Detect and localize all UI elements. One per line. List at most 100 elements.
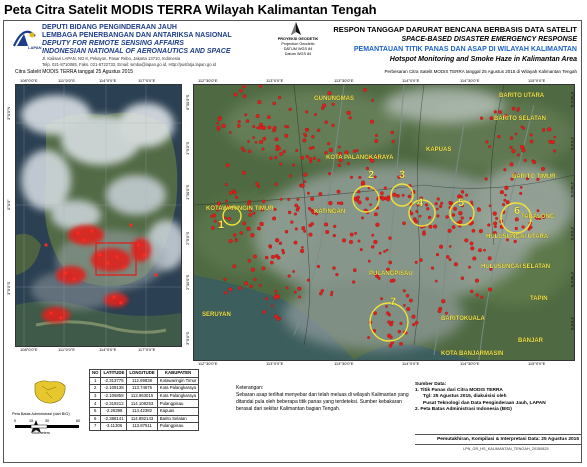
hotspot-marker — [324, 151, 328, 155]
table-cell: 112.69838 — [126, 376, 158, 386]
hotspot-marker — [302, 138, 307, 143]
hotspot-marker — [301, 246, 304, 249]
hotspot-marker — [517, 107, 520, 111]
hotspot-marker — [247, 140, 250, 143]
hotspot-marker — [217, 117, 222, 121]
table-row: 3 -2.106858 113.963015 Kota Palangkaraya — [88, 391, 200, 401]
hotspot-marker — [359, 248, 363, 252]
hotspot-marker — [328, 147, 333, 153]
table-header: KABUPATEN — [156, 369, 200, 378]
hotspot-marker — [397, 329, 401, 334]
hotspot-marker — [298, 295, 301, 299]
hotspot-marker — [297, 286, 302, 291]
hotspot-marker — [225, 199, 228, 203]
hotspot-marker — [402, 221, 406, 226]
projection-line-3: Datum WGS 84 — [284, 52, 312, 56]
hotspot-marker — [397, 175, 401, 179]
hotspot-marker — [248, 213, 253, 217]
table-row: 7 -3.11306 113.87511 Pulangpisau — [88, 422, 200, 431]
hotspot-marker — [232, 264, 237, 269]
file-name-label: LPN_GR_HS_KALIMANTAN_TENGAH_20150825 — [463, 447, 549, 451]
hotspot-marker — [261, 199, 266, 204]
hotspot-marker — [383, 186, 387, 190]
hotspot-marker — [272, 216, 277, 221]
sumber-title: Sumber Data: — [415, 382, 447, 387]
hotspot-marker — [228, 191, 233, 195]
left-map-side-tick: 3°0'0"N — [6, 106, 11, 120]
hotspot-marker — [418, 214, 422, 218]
table-header: NO — [88, 369, 102, 378]
table-cell: -2.109138 — [100, 384, 128, 393]
right-map-bottom-tick: 114°30'0"E — [460, 361, 480, 366]
hotspot-marker — [296, 206, 301, 210]
hotspot-marker — [306, 191, 310, 195]
page-title: Peta Citra Satelit MODIS TERRA Wilayah K… — [4, 2, 377, 17]
hotspot-marker — [470, 246, 475, 251]
table-row: 4 -2.319212 114.108253 Pulangpisau — [88, 399, 200, 408]
hotspot-marker — [411, 314, 416, 319]
table-cell: 2 — [88, 384, 102, 393]
hotspot-marker — [365, 166, 369, 171]
response-line-3: PEMANTAUAN TITIK PANAS DAN ASAP DI WILAY… — [353, 46, 577, 53]
hotspot-marker — [485, 140, 489, 144]
hotspot-marker — [519, 191, 523, 195]
hotspot-marker — [377, 276, 381, 280]
hotspot-marker — [514, 132, 518, 136]
hotspot-marker — [483, 248, 486, 252]
hotspot-marker — [414, 219, 418, 224]
hotspot-marker — [248, 149, 252, 154]
hotspot-marker — [380, 297, 384, 301]
hotspot-marker — [325, 230, 330, 235]
hotspot-marker — [328, 200, 333, 206]
hotspot-marker — [450, 201, 454, 205]
hotspot-marker — [405, 293, 410, 298]
hotspot-marker — [284, 133, 289, 138]
hotspot-marker — [498, 110, 503, 114]
hotspot-marker — [374, 133, 378, 137]
hotspot-marker — [287, 197, 291, 201]
hotspot-marker — [435, 279, 438, 283]
hotspot-marker — [475, 278, 480, 283]
hotspot-marker — [336, 201, 340, 205]
place-label-tapin: TAPIN — [530, 296, 548, 302]
hotspot-marker — [509, 136, 514, 140]
hotspot-marker — [257, 100, 262, 105]
hotspot-marker — [278, 241, 283, 245]
hotspot-marker — [493, 110, 497, 114]
hotspot-marker — [239, 88, 243, 93]
hotspot-marker — [303, 172, 308, 177]
address-line-1: Jl. Kalisari LAPAN, NO 8, Pekayon, Pasar… — [42, 56, 181, 61]
hotspot-marker — [426, 207, 430, 211]
hotspot-marker — [503, 198, 507, 202]
hotspot-marker — [358, 175, 362, 179]
institution-block: DEPUTI BIDANG PENGINDERAAN JAUH LEMBAGA … — [42, 24, 232, 67]
hotspot-marker — [388, 343, 393, 348]
hotspot-marker — [492, 231, 497, 236]
hotspot-marker — [224, 291, 228, 295]
hotspot-marker — [412, 323, 416, 327]
hotspot-marker — [434, 202, 438, 206]
hotspot-marker — [257, 227, 261, 231]
place-label-barito-utara: BARITO UTARA — [499, 93, 545, 99]
right-map-top-tick: 112°30'0"E — [198, 78, 218, 83]
place-label-pulangpisau: PULANGPISAU — [369, 271, 413, 277]
hotspot-marker — [224, 216, 227, 220]
place-label-kota-palangkaraya: KOTA PALANGKARAYA — [326, 155, 394, 161]
hotspot-marker — [487, 223, 491, 227]
hotspot-marker — [249, 284, 253, 288]
hotspot-marker — [370, 158, 375, 163]
hotspot-marker — [387, 333, 392, 338]
hotspot-marker — [285, 286, 289, 290]
hotspot-marker — [352, 149, 356, 153]
hotspot-marker — [541, 215, 546, 220]
hotspot-marker — [228, 239, 233, 244]
hotspot-marker — [402, 289, 406, 293]
hotspot-marker — [373, 239, 378, 245]
hotspot-marker — [264, 255, 269, 260]
table-cell: -2.388141 — [100, 414, 128, 424]
hotspot-marker — [261, 125, 266, 131]
hotspot-marker — [226, 204, 230, 208]
hotspot-marker — [478, 248, 482, 253]
hotspot-marker — [258, 125, 263, 130]
hotspot-marker — [488, 145, 492, 149]
